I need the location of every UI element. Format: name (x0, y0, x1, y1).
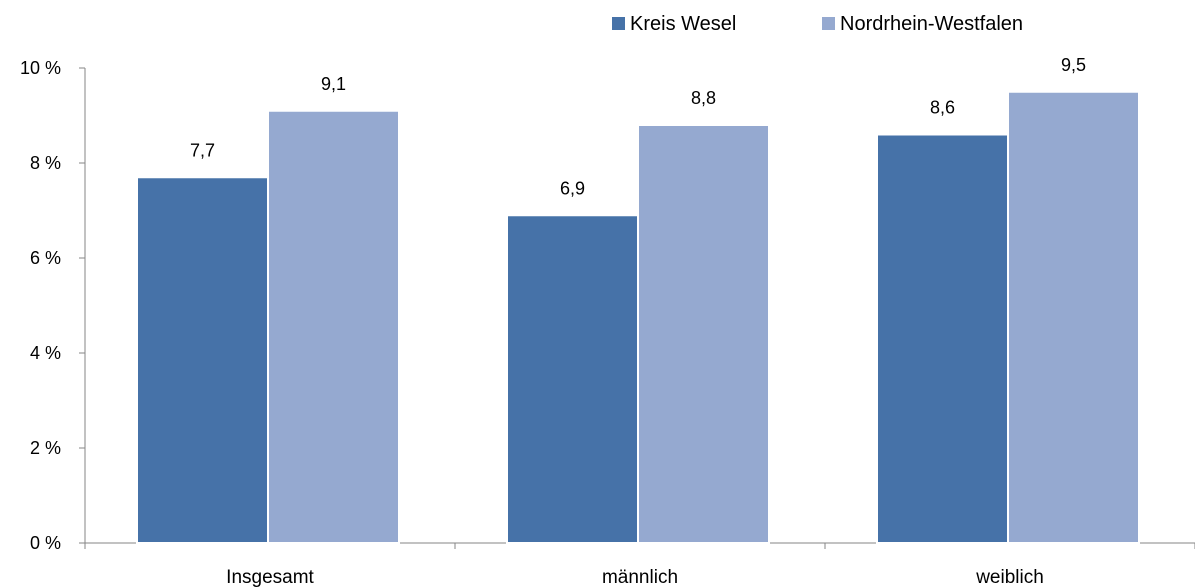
y-tick-label: 0 % (30, 533, 61, 553)
y-tick-label: 4 % (30, 343, 61, 363)
data-labels: 7,7 9,1 6,9 8,8 8,6 9,5 (190, 55, 1086, 199)
bar (637, 124, 770, 544)
x-category-label: Insgesamt (226, 567, 314, 588)
legend-label: Nordrhein-Westfalen (840, 13, 1023, 35)
x-category-label: weiblich (975, 567, 1044, 588)
data-label: 9,1 (321, 74, 346, 94)
bar (506, 214, 639, 544)
y-tick-label: 6 % (30, 248, 61, 268)
y-tick-label: 2 % (30, 438, 61, 458)
legend-label: Kreis Wesel (630, 13, 736, 35)
x-category-label: männlich (602, 567, 678, 588)
bar (267, 109, 400, 544)
data-label: 7,7 (190, 140, 215, 160)
legend: Kreis Wesel Nordrhein-Westfalen (612, 13, 1023, 35)
bars (136, 90, 1140, 544)
y-tick-label: 8 % (30, 153, 61, 173)
bar (1007, 90, 1140, 544)
legend-swatch (822, 17, 835, 30)
bar (876, 133, 1009, 544)
x-axis: Insgesamt männlich weiblich (84, 542, 1195, 588)
bar (136, 176, 269, 544)
data-label: 9,5 (1061, 55, 1086, 75)
y-tick-label: 10 % (20, 58, 61, 78)
data-label: 6,9 (560, 178, 585, 198)
y-axis: 0 % 2 % 4 % 6 % 8 % 10 % (20, 58, 86, 553)
data-label: 8,6 (930, 98, 955, 118)
legend-swatch (612, 17, 625, 30)
data-label: 8,8 (691, 88, 716, 108)
